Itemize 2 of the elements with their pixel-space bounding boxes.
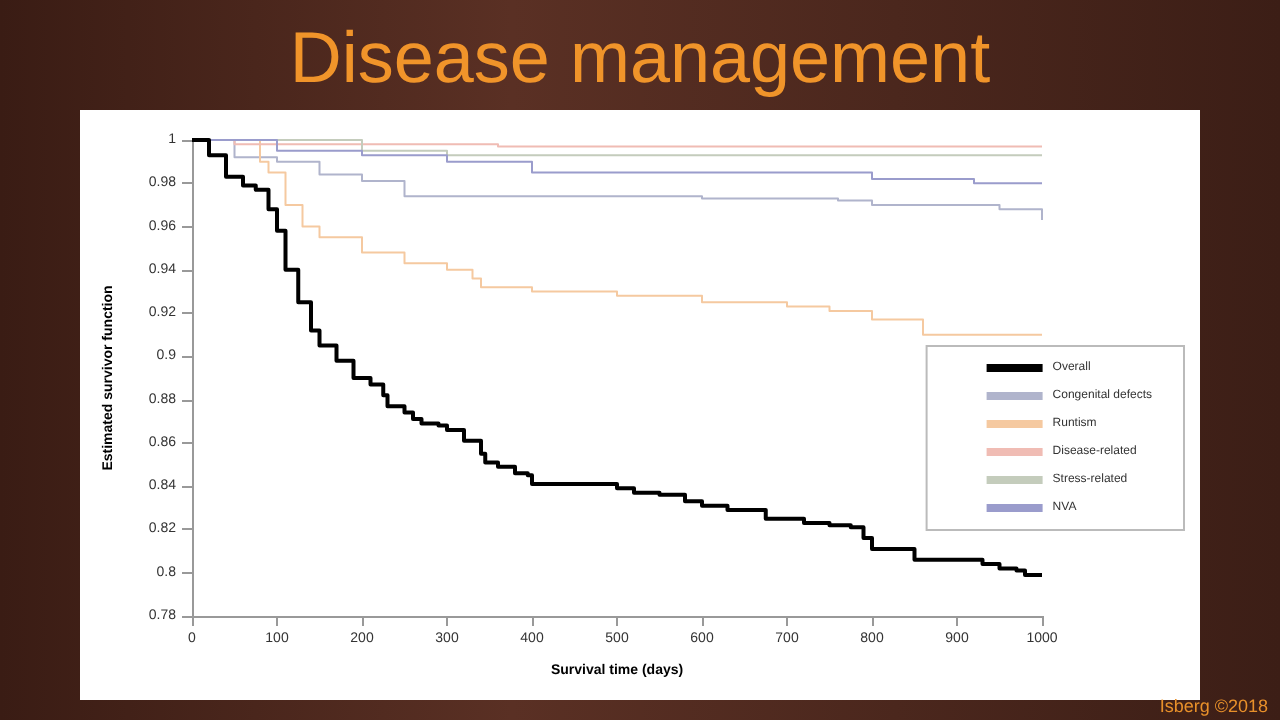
text: Isberg ©2018 bbox=[1159, 696, 1268, 716]
chart-title: Disease management bbox=[287, 16, 993, 100]
